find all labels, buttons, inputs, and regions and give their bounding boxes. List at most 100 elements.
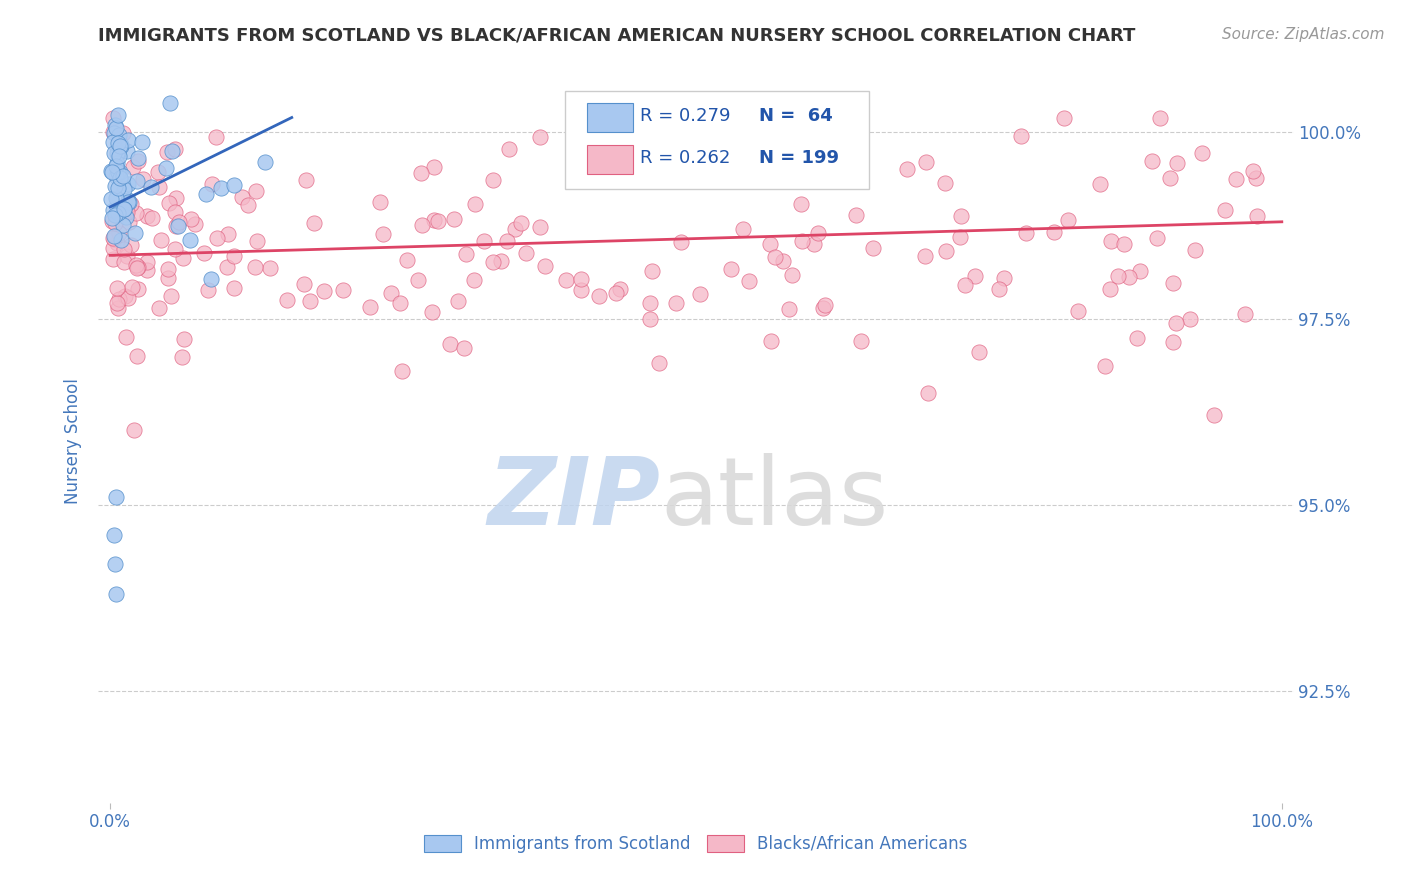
Point [388,296,411,310]
Point [411,219,433,233]
Point [107,146,129,161]
Point [125,261,148,276]
Point [127,153,149,168]
Point [231,190,253,204]
Point [118,194,141,209]
Point [107,108,129,122]
Point [101,125,124,139]
Text: Source: ZipAtlas.com: Source: ZipAtlas.com [1222,27,1385,42]
Point [101,252,124,266]
Point [125,258,148,272]
Point [107,136,129,150]
Point [245,260,267,275]
Point [949,229,972,244]
Point [117,195,139,210]
Point [170,350,193,364]
Point [1241,164,1264,178]
Bar [588,145,633,174]
Point [917,386,939,401]
Point [453,342,475,356]
FancyBboxPatch shape [565,91,869,189]
Point [246,234,269,248]
Point [108,226,131,240]
Point [139,180,162,194]
Point [104,179,127,194]
Text: ZIP: ZIP [488,453,661,545]
Point [114,289,136,303]
Point [117,291,139,305]
Point [173,332,195,346]
Point [132,172,155,186]
Point [112,202,135,217]
Point [103,231,125,245]
Point [103,232,125,246]
Point [529,130,551,145]
Point [391,364,413,378]
Point [201,177,224,191]
Point [671,235,693,250]
Point [104,118,127,132]
Point [101,136,124,150]
Point [1149,111,1171,125]
Point [194,187,217,202]
Point [112,242,135,256]
Point [105,587,128,601]
Point [157,261,180,276]
Text: IMMIGRANTS FROM SCOTLAND VS BLACK/AFRICAN AMERICAN NURSERY SCHOOL CORRELATION CH: IMMIGRANTS FROM SCOTLAND VS BLACK/AFRICA… [98,27,1136,45]
Point [135,263,157,277]
Point [1146,231,1168,245]
Point [127,260,149,275]
Point [1166,156,1188,170]
Point [222,249,245,263]
Point [807,227,830,241]
Text: R = 0.262: R = 0.262 [640,149,730,167]
Point [115,248,138,262]
Point [1099,234,1122,248]
Point [1015,227,1038,241]
Point [1178,311,1201,326]
Point [641,264,664,278]
Point [179,233,201,247]
Point [849,334,872,348]
Point [368,194,391,209]
Point [236,198,259,212]
Point [105,280,128,294]
Point [100,192,122,206]
Text: atlas: atlas [661,453,889,545]
Point [1118,269,1140,284]
Point [117,205,139,219]
Point [104,191,127,205]
Point [112,202,135,217]
Point [1213,203,1236,218]
Point [104,208,127,222]
Point [105,156,128,170]
Point [172,251,194,265]
Point [114,330,136,344]
Point [107,206,129,220]
Point [165,191,187,205]
Point [110,139,132,153]
Point [112,169,135,183]
Point [1099,282,1122,296]
Point [395,252,418,267]
Point [117,133,139,147]
Point [115,210,138,224]
Point [935,244,957,259]
Point [120,196,142,211]
Point [193,245,215,260]
Point [103,527,125,541]
Point [121,279,143,293]
Point [509,216,531,230]
Point [180,212,202,227]
Point [1184,243,1206,257]
Point [115,144,138,158]
Point [1094,359,1116,373]
Point [165,142,187,156]
Legend: Immigrants from Scotland, Blacks/African Americans: Immigrants from Scotland, Blacks/African… [418,828,974,860]
Point [105,296,128,310]
Point [108,149,131,163]
Point [122,160,145,174]
Point [1225,172,1247,186]
Point [659,153,682,167]
Point [117,215,139,229]
